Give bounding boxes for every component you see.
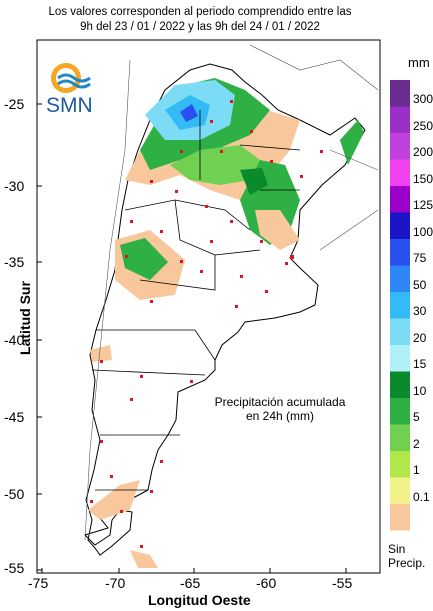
legend-swatch	[390, 159, 410, 186]
precip-misiones	[340, 120, 364, 165]
legend-label: 75	[413, 251, 427, 265]
legend-label: 100	[413, 224, 433, 239]
precip-core-north	[180, 104, 198, 122]
legend-label: 300	[413, 92, 433, 106]
legend-colorbar	[390, 80, 410, 531]
legend-label: 0.1	[413, 489, 430, 504]
axis-ticks	[37, 103, 347, 573]
legend-swatch	[390, 292, 410, 319]
map-frame	[36, 39, 381, 574]
xtick-label: -60	[256, 575, 277, 591]
legend-swatch	[390, 398, 410, 425]
header-line-1: Los valores corresponden al periodo comp…	[48, 6, 352, 18]
ytick-label: -50	[4, 486, 25, 502]
legend-nodata-label: Sin Precip.	[388, 542, 425, 570]
xtick-label: -55	[332, 575, 353, 591]
province-borders	[91, 110, 301, 491]
legend-label: 30	[413, 304, 427, 318]
smn-logo-text: SMN	[46, 94, 93, 117]
legend-swatch	[390, 477, 410, 504]
legend-swatch	[390, 345, 410, 372]
precip-dark-green-northeast	[240, 168, 268, 195]
precip-spot-neuquen	[90, 345, 112, 362]
legend-swatch	[390, 239, 410, 266]
xtick-label: -75	[28, 575, 49, 591]
neighbor-borders	[84, 44, 379, 541]
legend-swatch	[390, 212, 410, 239]
precip-tierra-del-fuego	[130, 550, 158, 568]
precip-mendoza-green	[120, 238, 168, 280]
legend-label: 15	[413, 357, 427, 371]
legend-swatch	[390, 451, 410, 478]
nodata-line-1: Sin	[388, 542, 406, 556]
y-axis-label: Latitud Sur	[16, 281, 33, 355]
legend-label: 50	[413, 277, 427, 292]
legend-swatch	[390, 265, 410, 292]
legend-swatch	[390, 133, 410, 160]
legend-swatch	[390, 504, 410, 531]
legend-swatch	[390, 186, 410, 213]
legend-label: 20	[413, 330, 427, 345]
precip-east	[255, 210, 300, 250]
ytick-label: -45	[4, 409, 25, 425]
x-axis-label: Longitud Oeste	[148, 592, 251, 608]
legend-swatch	[390, 424, 410, 451]
legend-label: 200	[413, 145, 433, 159]
smn-logo-icon	[51, 63, 91, 93]
legend-label: 10	[413, 383, 427, 398]
legend-label: 2	[413, 436, 420, 451]
legend-label: 1	[413, 463, 420, 477]
station-markers	[90, 100, 323, 548]
ytick-label: -55	[4, 560, 25, 576]
legend-swatch	[390, 80, 410, 107]
legend-swatch	[390, 371, 410, 398]
smn-logo: SMN	[44, 60, 96, 123]
legend-label: 150	[413, 171, 433, 186]
xtick-label: -65	[180, 575, 201, 591]
ytick-label: -25	[4, 96, 25, 112]
ytick-label: -35	[4, 254, 25, 270]
legend-swatch	[390, 318, 410, 345]
note-line-1: Precipitación acumulada	[214, 395, 346, 409]
legend-label: 5	[413, 410, 420, 424]
xtick-label: -70	[105, 575, 126, 591]
legend-unit: mm	[408, 55, 430, 70]
header-line-2: 9h del 23 / 01 / 2022 y las 9h del 24 / …	[80, 21, 320, 33]
legend-label: 250	[413, 118, 433, 133]
ytick-label: -30	[4, 178, 25, 194]
note-line-2: en 24h (mm)	[245, 409, 315, 423]
legend-swatch	[390, 106, 410, 133]
ytick-label: -40	[4, 332, 25, 348]
legend-label: 125	[413, 198, 433, 212]
precip-light-green-north	[170, 145, 260, 185]
map-note: Precipitación acumulada en 24h (mm)	[205, 395, 355, 423]
nodata-line-2: Precip.	[388, 556, 426, 570]
